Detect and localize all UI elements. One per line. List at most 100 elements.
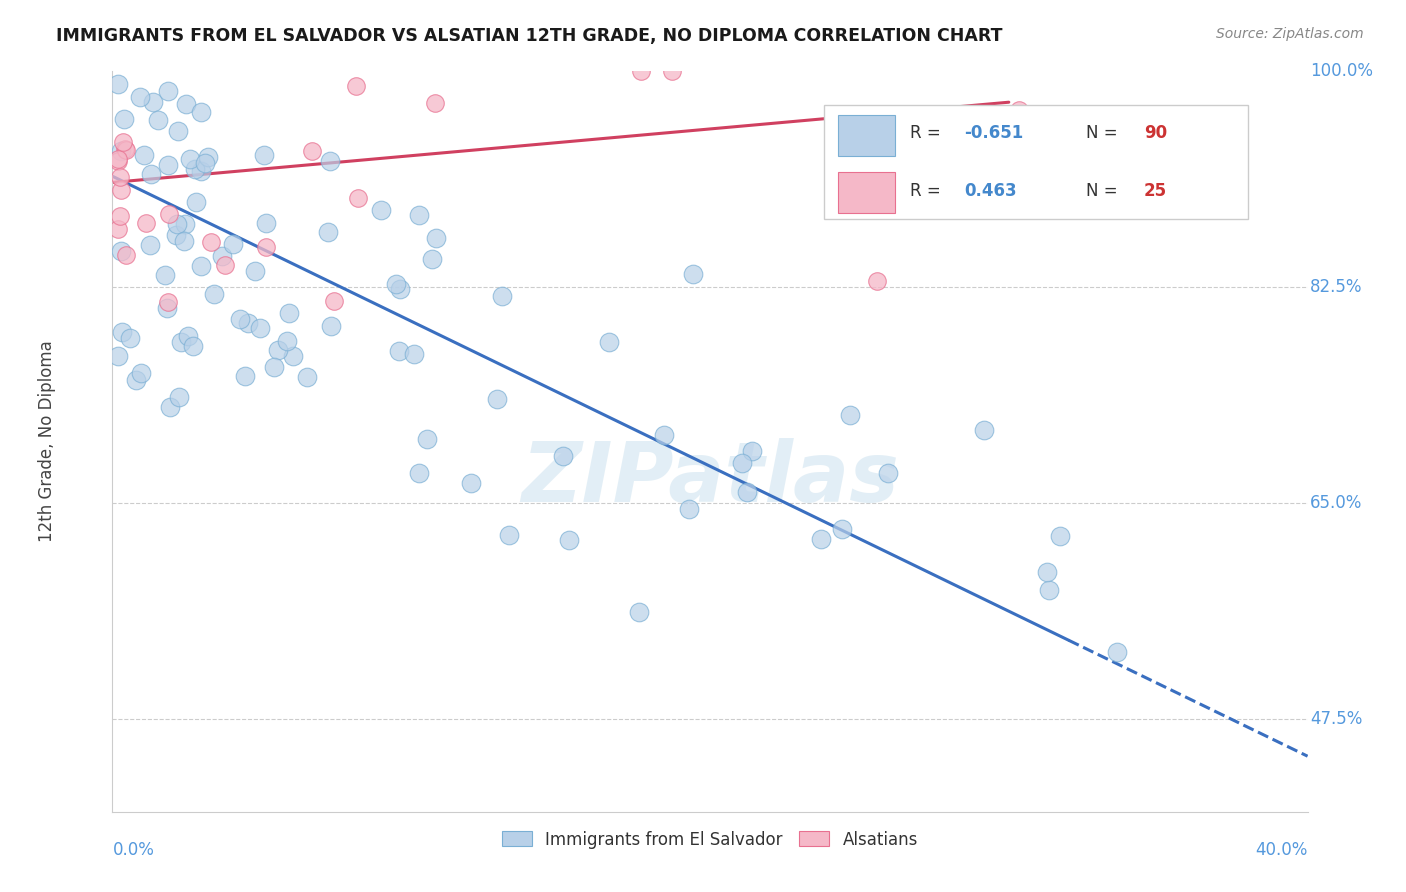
Text: Source: ZipAtlas.com: Source: ZipAtlas.com <box>1216 27 1364 41</box>
Point <box>598 335 620 350</box>
Point <box>866 274 889 288</box>
Point <box>190 105 212 120</box>
FancyBboxPatch shape <box>824 104 1249 219</box>
Point <box>810 532 832 546</box>
Point <box>422 252 444 267</box>
Point <box>831 522 853 536</box>
Point <box>1008 103 1031 117</box>
Point <box>167 390 190 404</box>
Point <box>157 158 180 172</box>
Point <box>112 112 135 126</box>
Point <box>157 207 180 221</box>
Point <box>323 294 346 309</box>
Text: 0.463: 0.463 <box>965 182 1017 200</box>
FancyBboxPatch shape <box>838 172 896 213</box>
Point <box>174 97 197 112</box>
Point <box>110 244 132 258</box>
Point <box>319 154 342 169</box>
Point <box>346 191 368 205</box>
Point <box>498 527 520 541</box>
Point <box>107 153 129 167</box>
Point <box>233 368 256 383</box>
Point <box>114 142 136 156</box>
Point <box>630 64 652 78</box>
Point <box>731 456 754 470</box>
Text: 25: 25 <box>1144 182 1167 200</box>
Point <box>682 267 704 281</box>
Point <box>254 240 277 254</box>
Point <box>263 359 285 374</box>
Point <box>181 339 204 353</box>
Point <box>735 484 758 499</box>
Point <box>654 428 676 442</box>
Point <box>415 433 437 447</box>
Text: R =: R = <box>910 124 946 143</box>
Point <box>107 221 129 235</box>
Text: R =: R = <box>910 182 946 200</box>
Point <box>166 217 188 231</box>
Point <box>153 268 176 283</box>
Point <box>214 258 236 272</box>
Point <box>388 344 411 359</box>
Text: 90: 90 <box>1144 124 1167 143</box>
Point <box>173 234 195 248</box>
Point <box>627 606 650 620</box>
Point <box>267 343 290 357</box>
Point <box>184 195 207 210</box>
Point <box>142 95 165 109</box>
Text: 0.0%: 0.0% <box>112 841 155 859</box>
Point <box>486 392 509 406</box>
Point <box>128 90 150 104</box>
Point <box>283 349 305 363</box>
Point <box>132 147 155 161</box>
Point <box>661 64 683 78</box>
Point <box>135 216 157 230</box>
Point <box>741 443 763 458</box>
Point <box>877 466 900 480</box>
Point <box>295 370 318 384</box>
Point <box>156 294 179 309</box>
Point <box>211 250 233 264</box>
Point <box>129 366 152 380</box>
Point <box>167 124 190 138</box>
Point <box>222 236 245 251</box>
Point <box>404 347 426 361</box>
Point <box>491 289 513 303</box>
Point <box>146 113 169 128</box>
Text: 82.5%: 82.5% <box>1310 278 1362 296</box>
Point <box>114 143 136 157</box>
Point <box>177 328 200 343</box>
Point <box>156 84 179 98</box>
FancyBboxPatch shape <box>838 115 896 155</box>
Point <box>276 334 298 348</box>
Text: 65.0%: 65.0% <box>1310 494 1362 512</box>
Point <box>973 423 995 437</box>
Point <box>408 466 430 480</box>
Point <box>139 167 162 181</box>
Point <box>107 349 129 363</box>
Text: ZIPatlas: ZIPatlas <box>522 438 898 519</box>
Point <box>159 400 181 414</box>
Point <box>115 248 138 262</box>
Text: 47.5%: 47.5% <box>1310 710 1362 728</box>
Point <box>238 317 260 331</box>
Point <box>344 78 367 93</box>
Text: -0.651: -0.651 <box>965 124 1024 143</box>
Point <box>423 95 446 110</box>
Text: N =: N = <box>1087 182 1123 200</box>
Point <box>111 326 134 340</box>
Point <box>112 135 135 149</box>
Point <box>1038 582 1060 597</box>
Point <box>249 321 271 335</box>
Point <box>1049 529 1071 543</box>
Point <box>139 238 162 252</box>
Point <box>197 150 219 164</box>
Text: 12th Grade, No Diploma: 12th Grade, No Diploma <box>38 341 56 542</box>
Point <box>301 144 323 158</box>
Point <box>108 170 131 185</box>
Point <box>190 164 212 178</box>
Point <box>184 162 207 177</box>
Point <box>277 306 299 320</box>
Point <box>110 183 132 197</box>
Point <box>190 260 212 274</box>
